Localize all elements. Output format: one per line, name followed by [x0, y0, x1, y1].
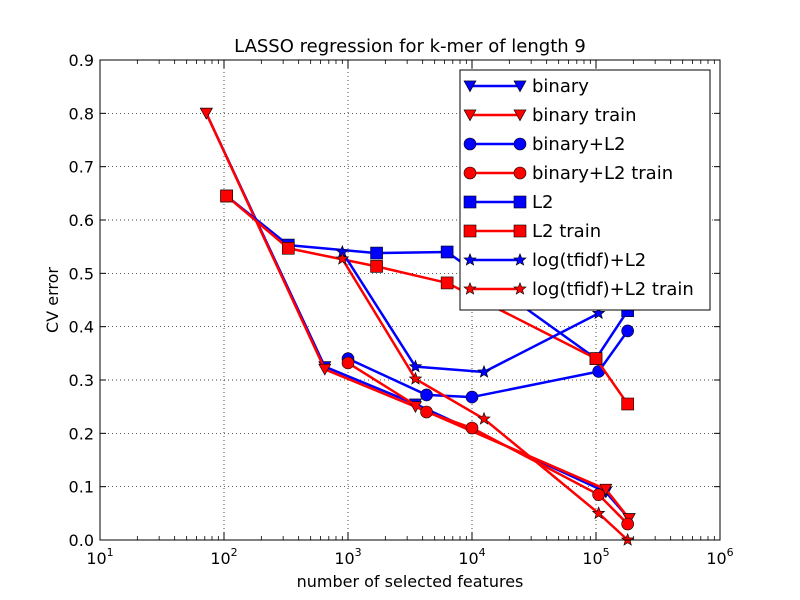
legend-marker: [463, 137, 477, 151]
series-log-tfidf-l2-train: [335, 251, 635, 546]
x-tick-label: 101: [86, 546, 113, 568]
series-log-tfidf-l2: [335, 244, 606, 378]
legend-marker: [513, 80, 527, 93]
y-tick-label: 0.5: [69, 264, 94, 283]
legend-label: L2: [532, 192, 553, 213]
legend-label: binary: [532, 76, 589, 97]
legend-marker: [513, 137, 527, 151]
ticks: 0.0 0.1 0.2 0.3 0.4 0.5 0.6 0.7 0.8 0.9 101 102 103 1…: [69, 51, 734, 568]
legend-label: log(tfidf)+L2: [532, 250, 646, 271]
series-point: [370, 260, 383, 273]
legend-entry-binary: binary: [463, 76, 589, 97]
series-point: [477, 364, 491, 378]
legend-marker: [463, 252, 477, 266]
legend-marker: [463, 109, 477, 122]
series-point: [591, 306, 606, 320]
series-layer: [199, 107, 636, 546]
y-tick-label: 0.1: [69, 478, 94, 497]
y-tick-label: 0.3: [69, 371, 94, 390]
series-point: [199, 107, 213, 120]
y-tick-label: 0.2: [69, 424, 94, 443]
y-tick-label: 0.8: [69, 104, 94, 123]
series-l2-train: [220, 189, 634, 411]
series-point: [420, 405, 433, 419]
series-point: [621, 397, 634, 411]
series-point: [589, 352, 603, 365]
x-tick-label: 104: [458, 546, 485, 568]
legend-entry-l2: L2: [463, 192, 553, 213]
x-tick-label: 106: [706, 546, 733, 568]
x-tick-label: 102: [210, 546, 237, 568]
y-tick-label: 0.9: [69, 51, 94, 70]
series-point: [477, 411, 491, 425]
legend-label: L2 train: [532, 221, 601, 242]
legend-marker: [513, 281, 527, 295]
series-line-l2-train: [225, 195, 629, 405]
series-point: [408, 371, 423, 385]
series-point: [370, 246, 383, 260]
legend-entry-binary-l2: binary+L2: [463, 134, 625, 155]
x-tick-label: 103: [334, 546, 361, 568]
series-point: [621, 324, 634, 338]
series-point: [440, 245, 454, 259]
x-tick-label: 105: [582, 546, 609, 568]
legend-marker: [463, 224, 477, 238]
series-point: [620, 532, 635, 546]
series-point: [599, 483, 613, 496]
legend-entry-log-tfidf-l2: log(tfidf)+L2: [463, 250, 646, 271]
legend-marker: [463, 80, 477, 93]
legend-entry-binary-train: binary train: [463, 105, 637, 126]
plot-frame: [99, 59, 721, 541]
series-line-l2: [225, 195, 629, 360]
series-point: [420, 388, 433, 402]
legend-label: binary+L2: [532, 134, 625, 155]
legend: binary binary train binary+L2 binary+L2 tra…: [459, 69, 711, 311]
legend-marker: [513, 109, 527, 122]
legend-entry-binary-l2-train: binary+L2 train: [463, 163, 673, 184]
series-point: [592, 488, 605, 501]
legend-entry-l2-train: L2 train: [463, 221, 601, 242]
series-point: [220, 189, 233, 203]
series-point: [318, 363, 332, 376]
y-tick-label: 0.0: [69, 531, 94, 550]
y-tick-label: 0.4: [69, 318, 94, 337]
legend-marker: [513, 224, 527, 238]
series-point: [335, 251, 350, 265]
series-point: [621, 517, 634, 531]
series-point: [465, 390, 479, 404]
legend-label: binary train: [532, 105, 637, 126]
y-tick-label: 0.7: [69, 158, 94, 177]
y-tick-label: 0.6: [69, 211, 94, 230]
legend-box: [459, 69, 711, 311]
legend-marker: [513, 252, 527, 266]
series-point: [408, 359, 423, 373]
series-binary-l2-train: [341, 356, 634, 531]
series-point: [341, 356, 355, 370]
legend-marker: [513, 166, 527, 180]
series-point: [440, 276, 454, 290]
series-point: [281, 241, 295, 255]
x-axis-label: number of selected features: [297, 572, 524, 591]
legend-marker: [463, 166, 477, 180]
series-point: [465, 421, 479, 435]
legend-label: binary+L2 train: [532, 163, 673, 184]
series-point: [591, 506, 606, 520]
chart-title: LASSO regression for k-mer of length 9: [234, 36, 586, 57]
legend-marker: [463, 281, 477, 295]
legend-label: log(tfidf)+L2 train: [532, 279, 694, 300]
legend-entry-log-tfidf-l2-train: log(tfidf)+L2 train: [463, 279, 694, 300]
series-line-log-tfidf-l2: [341, 251, 600, 374]
legend-marker: [463, 195, 477, 209]
legend-marker: [513, 195, 527, 209]
y-axis-label: CV error: [43, 267, 62, 333]
